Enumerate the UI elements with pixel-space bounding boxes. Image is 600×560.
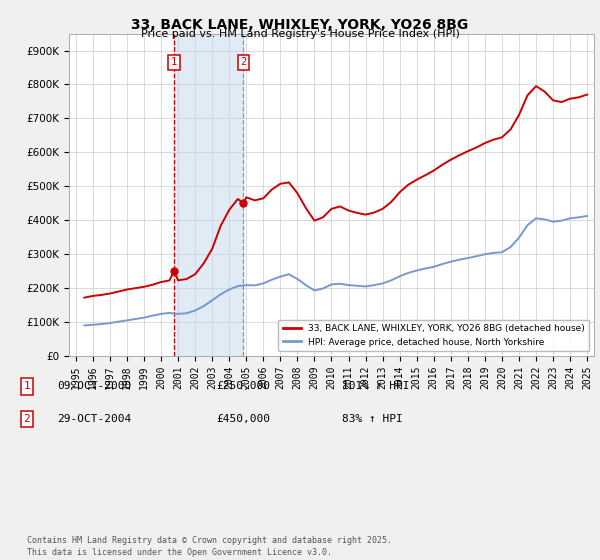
- Text: 1: 1: [23, 381, 31, 391]
- Text: 29-OCT-2004: 29-OCT-2004: [57, 414, 131, 424]
- Text: Contains HM Land Registry data © Crown copyright and database right 2025.
This d: Contains HM Land Registry data © Crown c…: [27, 536, 392, 557]
- Bar: [174, 34, 244, 356]
- Text: £250,000: £250,000: [216, 381, 270, 391]
- Text: 33, BACK LANE, WHIXLEY, YORK, YO26 8BG: 33, BACK LANE, WHIXLEY, YORK, YO26 8BG: [131, 18, 469, 32]
- Text: 2: 2: [23, 414, 31, 424]
- Text: 83% ↑ HPI: 83% ↑ HPI: [342, 414, 403, 424]
- Text: 101% ↑ HPI: 101% ↑ HPI: [342, 381, 409, 391]
- Legend: 33, BACK LANE, WHIXLEY, YORK, YO26 8BG (detached house), HPI: Average price, det: 33, BACK LANE, WHIXLEY, YORK, YO26 8BG (…: [278, 320, 589, 351]
- Text: 09-OCT-2000: 09-OCT-2000: [57, 381, 131, 391]
- Text: £450,000: £450,000: [216, 414, 270, 424]
- Text: 2: 2: [240, 58, 247, 67]
- Text: Price paid vs. HM Land Registry's House Price Index (HPI): Price paid vs. HM Land Registry's House …: [140, 29, 460, 39]
- Text: 1: 1: [171, 58, 177, 67]
